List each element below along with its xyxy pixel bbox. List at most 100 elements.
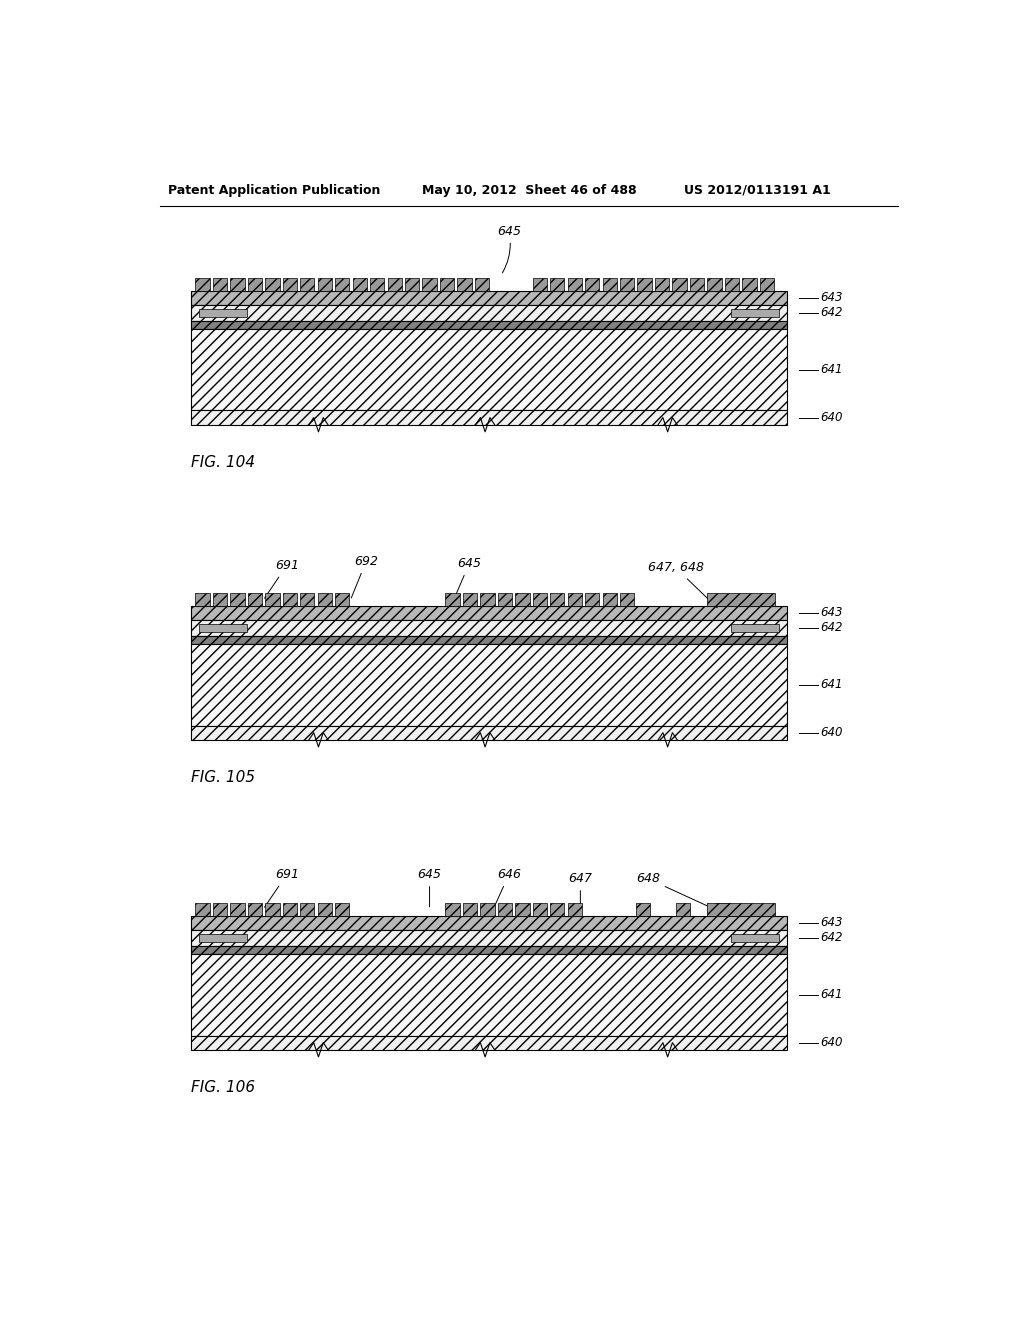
Bar (335, 594, 349, 606)
Bar (191, 929, 786, 946)
Bar (191, 606, 786, 620)
Text: 640: 640 (820, 726, 843, 739)
Bar (300, 279, 314, 290)
Bar (191, 954, 786, 1036)
Bar (191, 916, 786, 929)
Text: 646: 646 (495, 869, 521, 907)
Bar (463, 903, 477, 916)
Text: 641: 641 (820, 363, 843, 376)
Bar (621, 594, 634, 606)
Bar (676, 903, 690, 916)
Text: 640: 640 (820, 411, 843, 424)
Bar (673, 279, 687, 290)
Bar (300, 903, 314, 916)
Bar (335, 903, 349, 916)
Text: FIG. 106: FIG. 106 (191, 1080, 256, 1096)
Text: 643: 643 (820, 292, 843, 304)
Text: 640: 640 (820, 1036, 843, 1049)
Bar (585, 279, 599, 290)
Bar (191, 620, 786, 636)
Bar (567, 594, 582, 606)
Bar (515, 594, 529, 606)
Bar (265, 903, 280, 916)
Bar (731, 309, 779, 317)
Bar (191, 411, 786, 425)
Bar (230, 903, 245, 916)
Bar (248, 279, 262, 290)
Bar (690, 279, 705, 290)
Bar (480, 594, 495, 606)
Bar (475, 279, 489, 290)
Bar (708, 594, 775, 606)
Bar (567, 903, 582, 916)
Bar (335, 279, 349, 290)
Text: 691: 691 (264, 560, 299, 598)
Bar (370, 279, 384, 290)
Bar (196, 594, 210, 606)
Bar (283, 279, 297, 290)
Text: 647: 647 (568, 873, 592, 907)
Bar (191, 290, 786, 305)
Bar (458, 279, 472, 290)
Bar (200, 309, 247, 317)
Bar (655, 279, 670, 290)
Bar (602, 594, 616, 606)
Bar (445, 594, 460, 606)
Text: 645: 645 (497, 224, 521, 273)
Bar (283, 903, 297, 916)
Text: 645: 645 (455, 557, 481, 598)
Bar (550, 279, 564, 290)
Bar (445, 903, 460, 916)
Text: May 10, 2012  Sheet 46 of 488: May 10, 2012 Sheet 46 of 488 (422, 183, 636, 197)
Bar (585, 594, 599, 606)
Text: FIG. 104: FIG. 104 (191, 455, 256, 470)
Bar (715, 903, 729, 916)
Bar (200, 624, 247, 632)
Bar (731, 935, 779, 942)
Bar (550, 903, 564, 916)
Text: 641: 641 (820, 989, 843, 1002)
Bar (191, 329, 786, 411)
Bar (352, 279, 367, 290)
Bar (248, 594, 262, 606)
Bar (213, 279, 227, 290)
Bar (317, 903, 332, 916)
Bar (213, 903, 227, 916)
Bar (191, 1036, 786, 1049)
Text: US 2012/0113191 A1: US 2012/0113191 A1 (684, 183, 830, 197)
Bar (708, 903, 775, 916)
Bar (725, 279, 739, 290)
Bar (213, 594, 227, 606)
Bar (532, 594, 547, 606)
Bar (191, 644, 786, 726)
Text: FIG. 105: FIG. 105 (191, 771, 256, 785)
Bar (191, 321, 786, 329)
Text: 642: 642 (820, 932, 843, 945)
Bar (621, 279, 634, 290)
Bar (196, 903, 210, 916)
Bar (742, 279, 757, 290)
Bar (191, 726, 786, 739)
Bar (463, 594, 477, 606)
Text: 643: 643 (820, 606, 843, 619)
Bar (404, 279, 419, 290)
Bar (532, 279, 547, 290)
Bar (191, 946, 786, 954)
Bar (265, 594, 280, 606)
Bar (440, 279, 455, 290)
Bar (498, 903, 512, 916)
Bar (550, 594, 564, 606)
Bar (283, 594, 297, 606)
Text: 642: 642 (820, 306, 843, 319)
Bar (191, 636, 786, 644)
Text: 643: 643 (820, 916, 843, 929)
Bar (480, 903, 495, 916)
Bar (196, 279, 210, 290)
Text: 647, 648: 647, 648 (647, 561, 717, 607)
Bar (248, 903, 262, 916)
Text: 642: 642 (820, 622, 843, 635)
Bar (230, 279, 245, 290)
Bar (708, 279, 722, 290)
Bar (265, 279, 280, 290)
Bar (317, 279, 332, 290)
